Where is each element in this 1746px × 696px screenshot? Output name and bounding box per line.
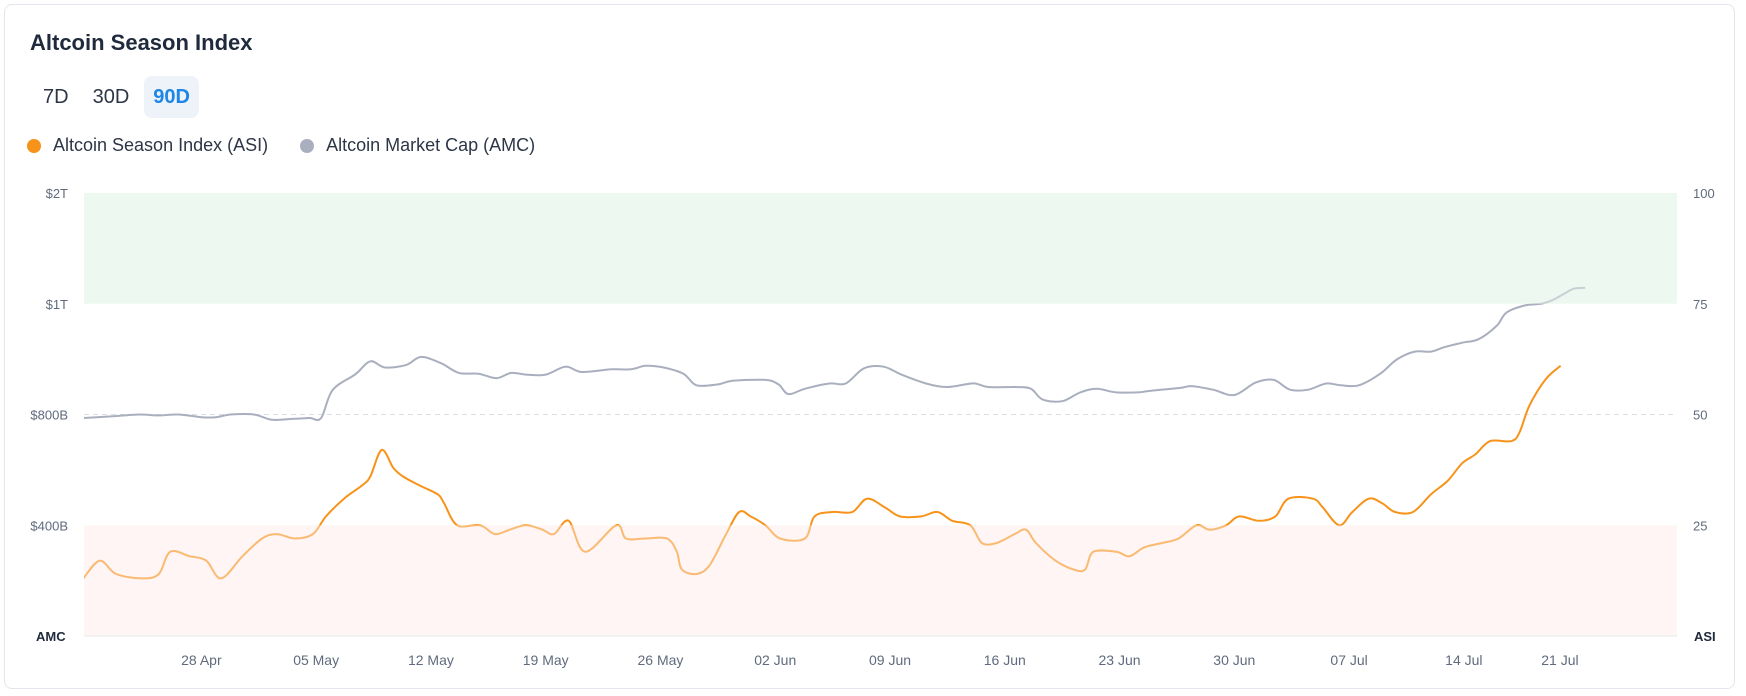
bitcoin-season-zone: [84, 525, 1677, 636]
x-tick-label: 30 Jun: [1213, 652, 1255, 668]
tab-7d[interactable]: 7D: [43, 86, 69, 108]
altcoin-season-zone: [84, 193, 1677, 304]
x-tick-label: 19 May: [523, 652, 569, 668]
legend-dot-amc: [300, 138, 315, 153]
legend-item-asi[interactable]: Altcoin Season Index (ASI): [27, 135, 268, 156]
x-tick-label: 26 May: [638, 652, 684, 668]
legend-label-amc: Altcoin Market Cap (AMC): [326, 135, 536, 155]
tab-90d[interactable]: 90D: [144, 76, 199, 118]
chart-legend: Altcoin Season Index (ASI) Altcoin Marke…: [27, 135, 567, 156]
x-tick-label: 02 Jun: [754, 652, 796, 668]
right-tick-label: 75: [1693, 297, 1707, 312]
left-tick-label: $2T: [46, 186, 68, 201]
legend-item-amc[interactable]: Altcoin Market Cap (AMC): [300, 135, 535, 156]
amc-line-zone: [84, 286, 1586, 422]
x-tick-label: 21 Jul: [1541, 652, 1578, 668]
x-tick-label: 16 Jun: [984, 652, 1026, 668]
x-tick-label: 28 Apr: [181, 652, 222, 668]
legend-dot-asi: [27, 138, 41, 153]
x-tick-label: 09 Jun: [869, 652, 911, 668]
amc-line: [84, 303, 1546, 422]
x-tick-label: 23 Jun: [1099, 652, 1141, 668]
asi-line: [318, 365, 1562, 526]
x-tick-label: 07 Jul: [1330, 652, 1367, 668]
right-axis-title: ASI: [1694, 629, 1716, 644]
right-tick-label: 100: [1693, 186, 1715, 201]
tab-30d[interactable]: 30D: [92, 86, 130, 108]
x-tick-label: 14 Jul: [1445, 652, 1482, 668]
left-tick-label: $1T: [46, 297, 68, 312]
legend-label-asi: Altcoin Season Index (ASI): [53, 135, 269, 155]
left-axis-title: AMC: [36, 629, 66, 644]
left-tick-label: $800B: [30, 408, 68, 423]
card-title: Altcoin Season Index: [30, 30, 253, 55]
right-tick-label: 50: [1693, 408, 1707, 423]
x-tick-label: 12 May: [408, 652, 454, 668]
left-tick-label: $400B: [30, 518, 68, 533]
right-tick-label: 25: [1693, 518, 1707, 533]
range-tabs: 7D 30D 90D: [34, 76, 199, 118]
x-tick-label: 05 May: [293, 652, 339, 668]
